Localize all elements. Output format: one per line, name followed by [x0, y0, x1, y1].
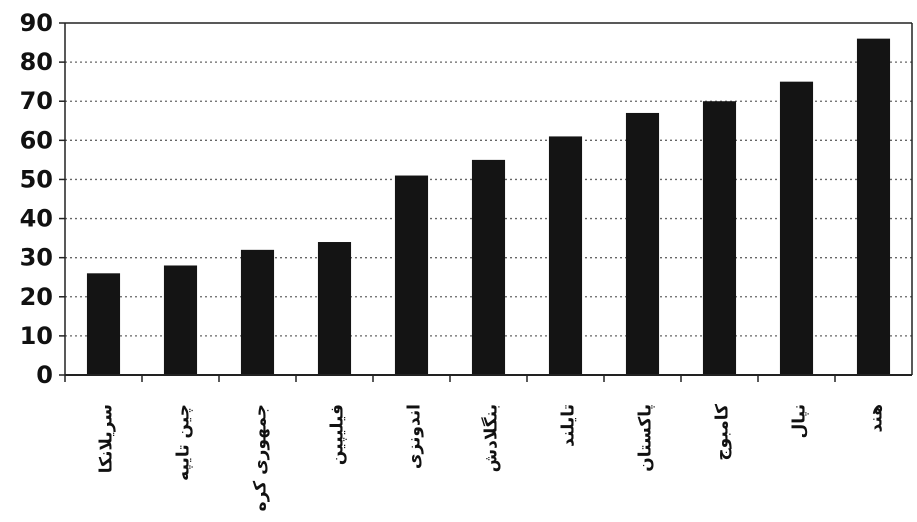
- bar: [548, 136, 583, 375]
- y-tick-label: 80: [20, 48, 53, 76]
- bar: [471, 159, 506, 375]
- grid-lines: [65, 61, 912, 337]
- x-tick-label: پاکستان: [636, 404, 656, 472]
- x-tick-label: جمهوری کره: [251, 404, 271, 511]
- axes: [59, 22, 913, 382]
- bars: [86, 38, 891, 376]
- bar: [240, 249, 275, 375]
- y-tick-label: 10: [20, 322, 53, 350]
- bar: [86, 273, 121, 375]
- bar: [394, 175, 429, 375]
- bar: [163, 265, 198, 375]
- bar: [702, 101, 737, 375]
- y-tick-label: 50: [20, 165, 53, 193]
- x-tick-label: کامبوج: [713, 404, 733, 461]
- x-tick-label: هند: [867, 404, 887, 433]
- y-tick-labels: 0 10 20 30 40 50 60 70 80 90: [20, 9, 53, 389]
- x-tick-label: نپال: [790, 404, 810, 438]
- bar: [779, 81, 814, 376]
- y-tick-label: 70: [20, 87, 53, 115]
- x-tick-label: چین تایپه: [174, 404, 194, 481]
- bar: [625, 112, 660, 375]
- x-tick-label: بنگلادش: [481, 404, 502, 472]
- y-tick-label: 20: [20, 283, 53, 311]
- y-tick-label: 0: [36, 361, 53, 389]
- x-tick-label: تایلند: [559, 404, 579, 447]
- x-tick-label: سریلانکا: [97, 404, 117, 473]
- y-tick-label: 60: [20, 126, 53, 154]
- x-tick-label: فیلیپین: [328, 404, 348, 465]
- x-tick-label: اندونزی: [405, 404, 425, 469]
- y-tick-label: 90: [20, 9, 53, 37]
- x-tick-labels: سریلانکا چین تایپه جمهوری کره فیلیپین اندونز…: [97, 404, 887, 511]
- bar: [317, 242, 352, 375]
- y-tick-label: 30: [20, 244, 53, 272]
- bar: [856, 38, 891, 376]
- y-tick-label: 40: [20, 205, 53, 233]
